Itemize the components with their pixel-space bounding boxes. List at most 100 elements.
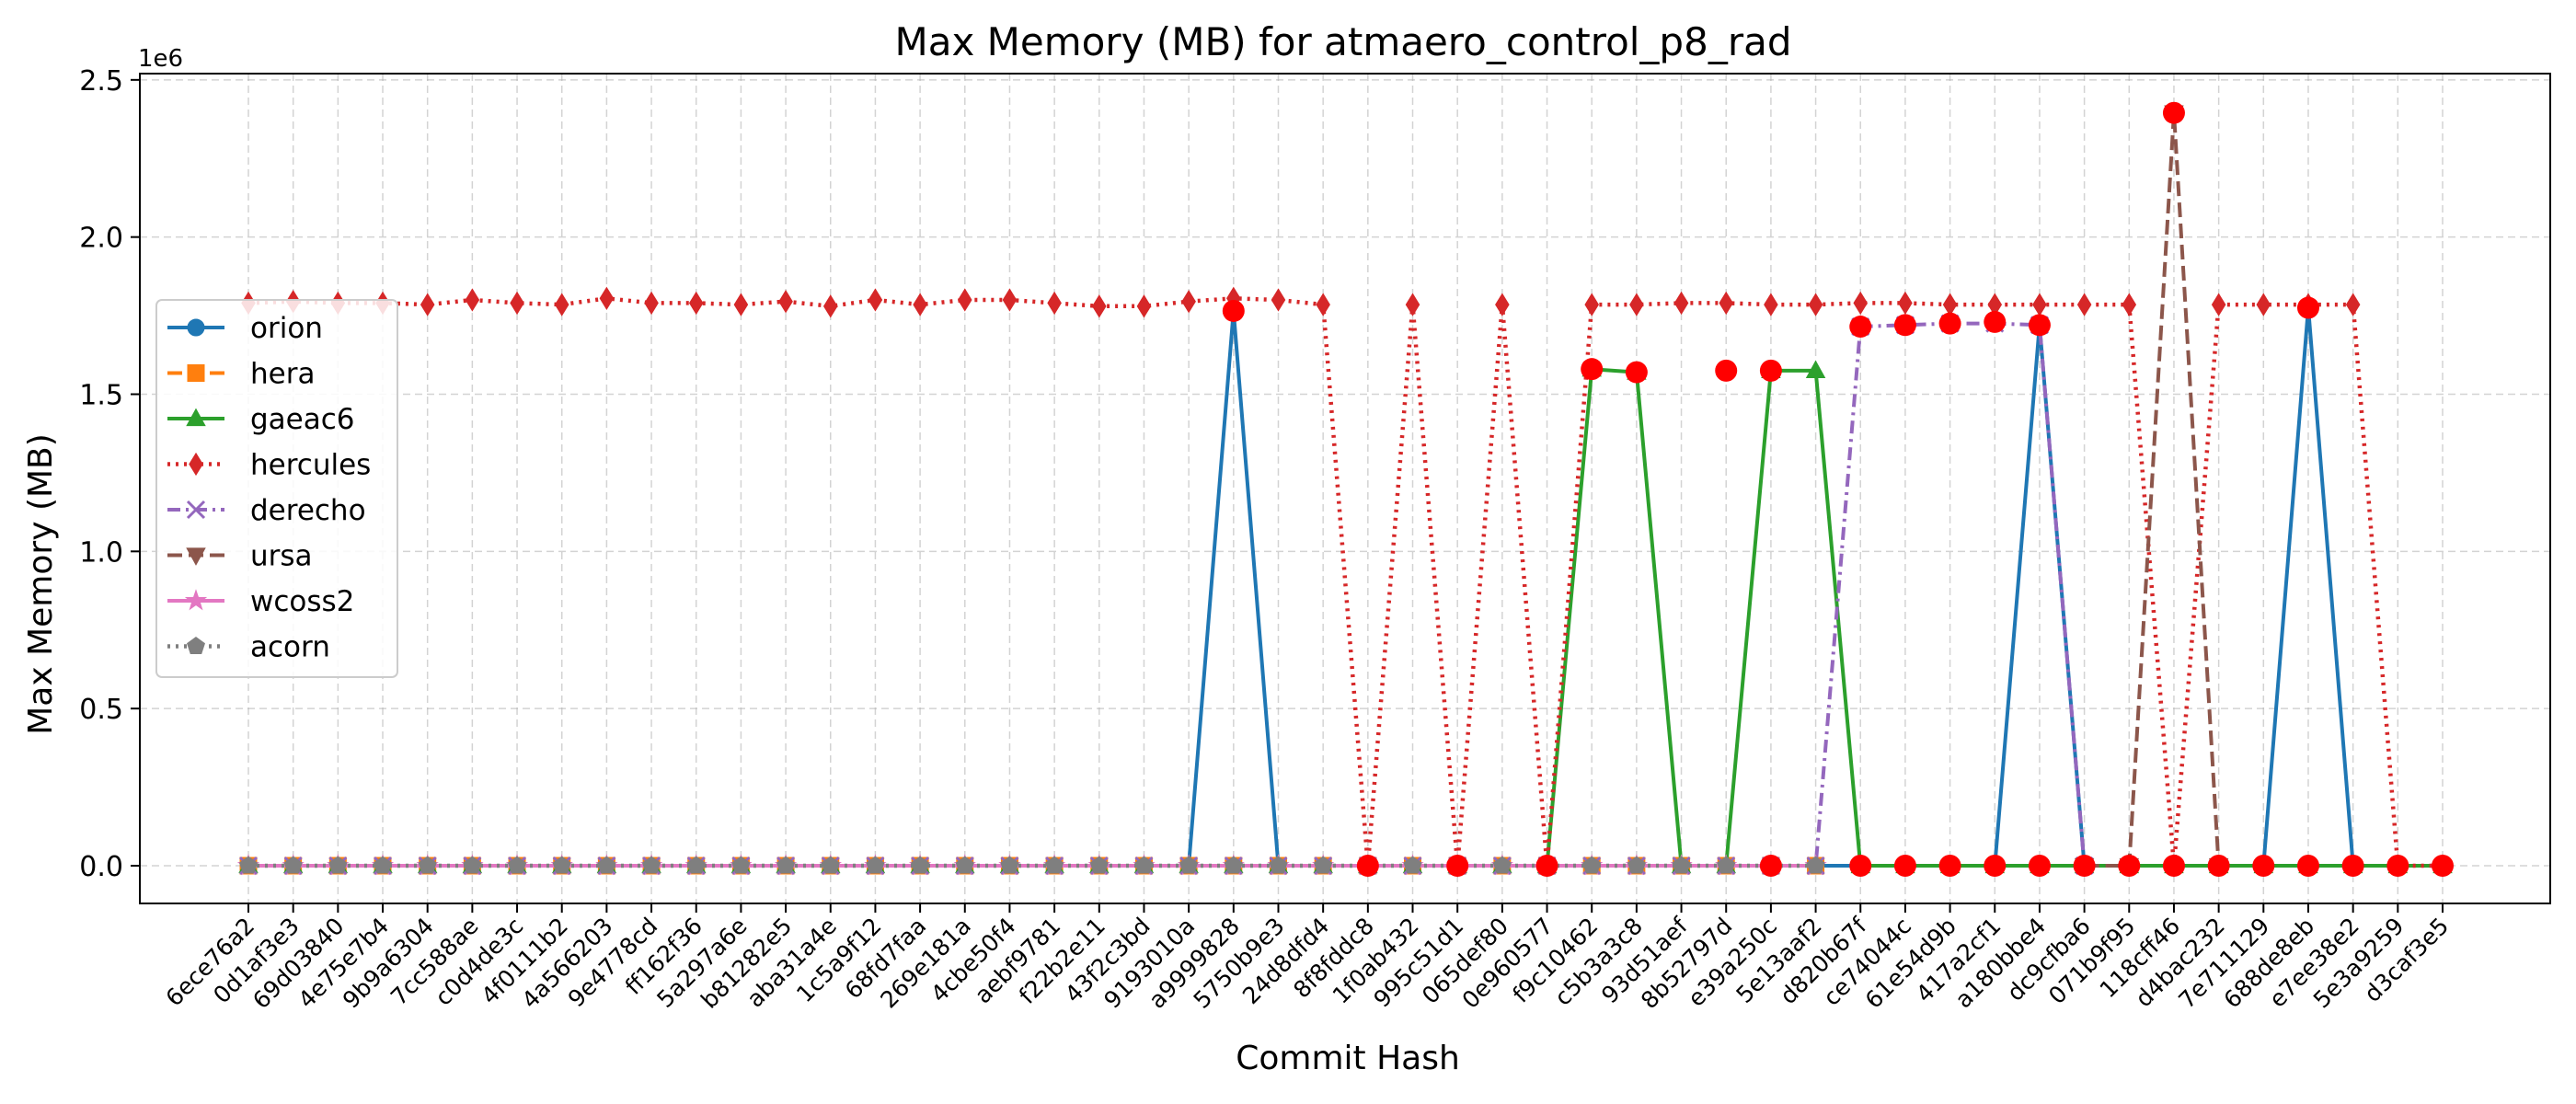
data-point-acorn: [283, 856, 303, 874]
data-point-hercules: [1495, 293, 1510, 316]
data-point-acorn: [1492, 856, 1512, 874]
data-point-hercules: [510, 291, 524, 316]
data-point-hercules: [688, 291, 704, 316]
highlight-point: [1938, 312, 1961, 335]
legend-label: orion: [250, 312, 323, 345]
data-point-hercules: [1316, 293, 1330, 316]
data-point-acorn: [508, 856, 527, 874]
highlight-point: [2028, 314, 2051, 337]
highlight-point: [2341, 855, 2364, 877]
highlight-point: [1535, 855, 1558, 877]
highlight-point: [1849, 855, 1872, 877]
data-point-hercules: [554, 293, 569, 316]
data-point-hercules: [644, 291, 659, 316]
highlight-point: [1625, 361, 1648, 384]
data-point-hercules: [2122, 293, 2137, 316]
highlight-point: [2296, 855, 2319, 877]
highlight-point: [2386, 855, 2409, 877]
data-point-hercules: [957, 288, 972, 312]
data-point-hercules: [733, 293, 749, 316]
highlight-layer: [1222, 101, 2454, 877]
chart-title: Max Memory (MB) for atmaero_control_p8_r…: [895, 19, 1792, 64]
legend-item-derecho: derecho: [167, 494, 366, 527]
data-point-hercules: [599, 286, 615, 310]
highlight-point: [1984, 310, 2007, 333]
highlight-point: [2296, 296, 2319, 319]
highlight-point: [1356, 855, 1379, 877]
legend-marker: [189, 452, 203, 477]
data-point-acorn: [955, 856, 974, 874]
highlight-point: [1893, 314, 1916, 337]
legend-marker: [184, 589, 208, 611]
y-offset-label: 1e6: [138, 45, 183, 73]
legend-label: hercules: [250, 449, 371, 482]
data-point-hercules: [778, 290, 793, 314]
data-point-hercules: [868, 288, 883, 312]
highlight-point: [1581, 358, 1604, 381]
data-point-hercules: [1673, 291, 1689, 316]
data-point-hercules: [1002, 288, 1018, 312]
highlight-point: [1938, 855, 1961, 877]
data-point-hercules: [2211, 293, 2226, 316]
highlight-point: [1893, 855, 1916, 877]
highlight-point: [1984, 855, 2007, 877]
highlight-point: [2073, 855, 2096, 877]
data-point-acorn: [1627, 856, 1646, 874]
highlight-point: [1222, 299, 1245, 322]
legend-label: ursa: [250, 540, 313, 573]
data-point-hercules: [1584, 293, 1599, 316]
legend-item-orion: orion: [167, 312, 323, 345]
series-line-ursa: [2084, 110, 2221, 868]
y-tick-label: 2.0: [79, 223, 123, 255]
data-point-acorn: [821, 856, 840, 874]
data-point-acorn: [1582, 856, 1602, 874]
data-point-acorn: [866, 856, 885, 874]
data-point-hercules: [1181, 290, 1196, 314]
data-point-hercules: [1808, 293, 1823, 316]
data-point-hercules: [1271, 288, 1286, 312]
data-point-acorn: [374, 856, 392, 874]
data-point-acorn: [1134, 856, 1154, 874]
data-point-hercules: [1136, 294, 1152, 318]
y-axis-label: Max Memory (MB): [22, 433, 60, 735]
data-point-acorn: [1403, 856, 1422, 874]
legend-marker: [187, 636, 205, 654]
legend-item-wcoss2: wcoss2: [167, 585, 354, 618]
legend-item-ursa: ursa: [167, 540, 313, 573]
data-point-acorn: [1089, 856, 1109, 874]
data-point-hercules: [822, 294, 838, 318]
y-tick-label: 2.5: [79, 65, 123, 98]
data-point-acorn: [686, 856, 706, 874]
data-point-hercules: [2076, 293, 2092, 316]
data-point-acorn: [597, 856, 616, 874]
data-point-acorn: [1806, 856, 1825, 874]
legend-label: wcoss2: [250, 585, 354, 618]
legend-label: gaeac6: [250, 403, 355, 436]
data-point-acorn: [239, 856, 258, 874]
legend-label: hera: [250, 358, 315, 391]
y-tick-label: 1.5: [79, 380, 123, 412]
data-point-hercules: [1092, 294, 1107, 318]
highlight-point: [2118, 855, 2141, 877]
data-point-acorn: [1269, 856, 1288, 874]
data-point-hercules: [1719, 291, 1734, 316]
data-point-acorn: [418, 856, 437, 874]
data-point-gaeac6: [1805, 360, 1826, 379]
legend-label: derecho: [250, 494, 366, 527]
data-point-hercules: [2345, 293, 2361, 316]
data-point-acorn: [731, 856, 751, 874]
legend-item-acorn: acorn: [167, 631, 330, 664]
data-point-hercules: [2256, 293, 2271, 316]
y-tick-label: 0.5: [79, 694, 123, 726]
y-tick-label: 0.0: [79, 851, 123, 883]
data-point-hercules: [913, 293, 927, 316]
highlight-point: [1446, 855, 1469, 877]
legend-item-hercules: hercules: [167, 449, 371, 482]
highlight-point: [2162, 855, 2185, 877]
legend-marker: [186, 500, 206, 520]
plot-frame: [139, 73, 2551, 904]
x-axis-label: Commit Hash: [1236, 1040, 1460, 1077]
data-point-acorn: [776, 856, 796, 874]
data-point-acorn: [1717, 856, 1736, 874]
